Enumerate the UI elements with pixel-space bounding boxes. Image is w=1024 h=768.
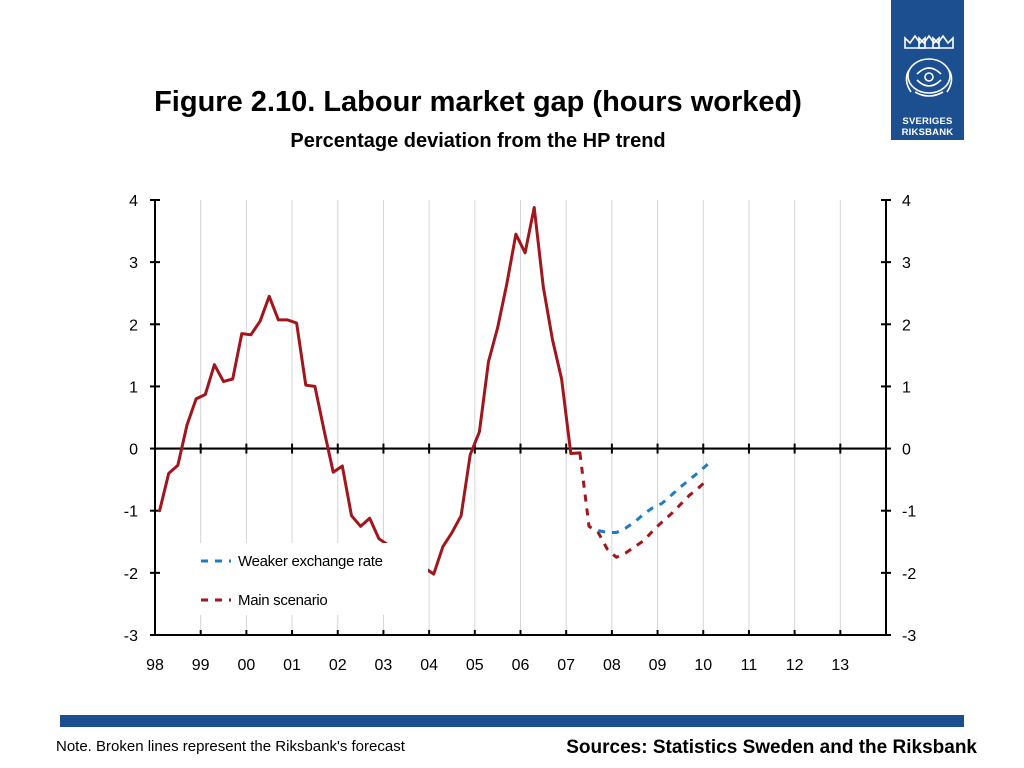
x-tick-label: 98 (146, 657, 164, 674)
x-tick-label: 00 (237, 657, 255, 674)
y-tick-label-left: 2 (129, 317, 138, 334)
legend-box (186, 543, 428, 615)
y-tick-label-right: -1 (902, 504, 916, 521)
y-tick-label-left: 1 (129, 379, 138, 396)
y-tick-label-right: -2 (902, 566, 916, 583)
x-tick-label: 10 (694, 657, 712, 674)
x-tick-label: 06 (512, 657, 530, 674)
y-tick-label-right: 3 (902, 255, 911, 272)
main-scenario-solid-line (158, 206, 582, 584)
y-tick-label-left: 4 (129, 193, 138, 210)
logo-text-line1: SVERIGES (902, 116, 953, 127)
logo-text-line2: RIKSBANK (901, 127, 954, 138)
y-tick-label-left: -2 (124, 566, 138, 583)
footer-bar (60, 715, 964, 727)
x-tick-label: 04 (420, 657, 438, 674)
weaker-exchange-rate-dashed-line (597, 462, 709, 534)
x-tick-label: 07 (557, 657, 575, 674)
x-tick-label: 02 (329, 657, 347, 674)
x-tick-label: 08 (603, 657, 621, 674)
riksbank-logo: SVERIGES RIKSBANK (891, 0, 964, 140)
x-tick-label: 11 (741, 657, 758, 674)
main-scenario-dashed-line (578, 452, 709, 559)
y-tick-label-right: 0 (902, 442, 911, 459)
x-tick-label: 05 (466, 657, 484, 674)
y-tick-label-left: -3 (124, 628, 138, 645)
y-tick-label-right: 2 (902, 317, 911, 334)
x-tick-label: 13 (831, 657, 849, 674)
x-tick-label: 12 (786, 657, 804, 674)
x-tick-label: 03 (375, 657, 393, 674)
y-tick-label-right: 4 (902, 193, 911, 210)
y-tick-label-left: 3 (129, 255, 138, 272)
x-tick-label: 09 (649, 657, 667, 674)
legend-label: Main scenario (238, 592, 327, 609)
y-tick-label-right: -3 (902, 628, 916, 645)
chart-subtitle: Percentage deviation from the HP trend (290, 130, 666, 152)
x-tick-label: 99 (192, 657, 210, 674)
crest-icon (904, 34, 954, 97)
y-tick-label-right: 1 (902, 379, 911, 396)
y-tick-label-left: 0 (129, 442, 138, 459)
legend-label: Weaker exchange rate (238, 553, 383, 570)
x-tick-label: 01 (283, 657, 301, 674)
footer-sources: Sources: Statistics Sweden and the Riksb… (566, 737, 977, 758)
y-tick-label-left: -1 (124, 504, 138, 521)
chart-title: Figure 2.10. Labour market gap (hours wo… (154, 86, 802, 118)
footer-note: Note. Broken lines represent the Riksban… (56, 738, 405, 755)
